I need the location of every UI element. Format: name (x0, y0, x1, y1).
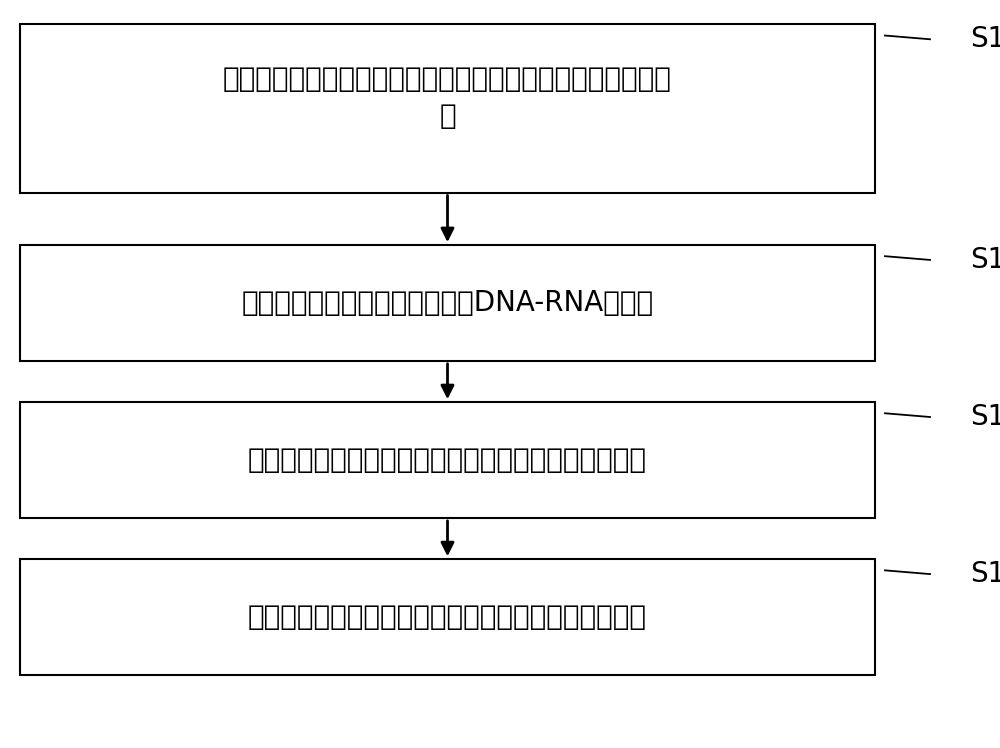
Text: 使用靶序列通用引物获得扩增子群体进行测序文库构建: 使用靶序列通用引物获得扩增子群体进行测序文库构建 (248, 603, 647, 631)
Text: 探针通过与靶序列进行杂交形成DNA-RNA复合体: 探针通过与靶序列进行杂交形成DNA-RNA复合体 (241, 289, 654, 317)
Text: S101: S101 (970, 25, 1000, 53)
Text: 设计靶序列探针引物，使用聚合酶获得核酸模板，进而获得探
针: 设计靶序列探针引物，使用聚合酶获得核酸模板，进而获得探 针 (223, 65, 672, 129)
Text: S102: S102 (970, 246, 1000, 274)
Text: S103: S103 (970, 403, 1000, 431)
FancyBboxPatch shape (20, 25, 875, 193)
FancyBboxPatch shape (20, 402, 875, 518)
FancyBboxPatch shape (20, 245, 875, 361)
Text: S104: S104 (970, 560, 1000, 588)
Text: 使用非配对核酸内切酶和单链特异性核酸酶切断杂交体: 使用非配对核酸内切酶和单链特异性核酸酶切断杂交体 (248, 446, 647, 474)
FancyBboxPatch shape (20, 560, 875, 675)
